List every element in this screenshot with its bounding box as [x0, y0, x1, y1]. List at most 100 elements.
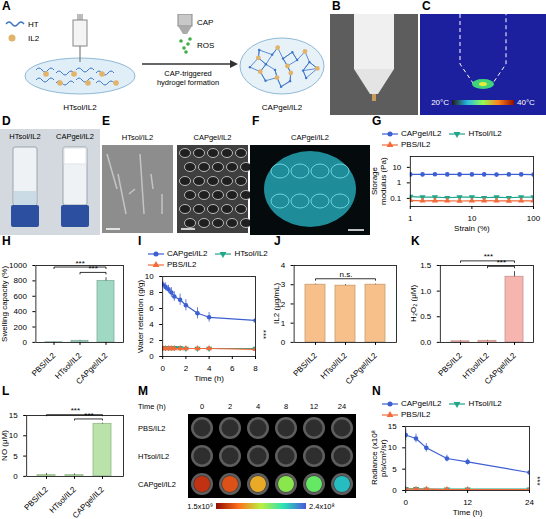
svg-text:10: 10: [145, 272, 154, 281]
svg-text:HTsol/IL2: HTsol/IL2: [63, 103, 97, 112]
svg-text:1: 1: [281, 319, 286, 328]
svg-text:HTsol/IL2: HTsol/IL2: [122, 133, 153, 142]
svg-text:Strain (%): Strain (%): [454, 224, 490, 233]
html-text:A: A: [2, 0, 11, 13]
svg-text:1: 1: [397, 178, 402, 187]
svg-text:2: 2: [149, 336, 154, 345]
svg-text:0: 0: [200, 402, 204, 411]
svg-text:100: 100: [527, 214, 541, 223]
svg-text:PBS/IL2: PBS/IL2: [292, 351, 320, 379]
svg-text:4: 4: [281, 261, 286, 270]
svg-text:CAPgel/IL2: CAPgel/IL2: [344, 351, 379, 386]
html-text:M: M: [138, 384, 148, 398]
svg-text:6: 6: [230, 364, 235, 373]
svg-text:1: 1: [408, 214, 413, 223]
svg-text:CAPgel/IL2: CAPgel/IL2: [74, 351, 109, 386]
html-text:G: G: [372, 114, 382, 128]
html-text:B: B: [332, 0, 341, 13]
svg-text:0: 0: [392, 486, 397, 495]
svg-text:PBS/IL2: PBS/IL2: [436, 351, 464, 379]
svg-text:IL2: IL2: [28, 34, 40, 43]
svg-text:1.5: 1.5: [420, 261, 432, 270]
svg-text:24: 24: [338, 402, 346, 411]
svg-text:HTsol/IL2: HTsol/IL2: [47, 485, 78, 515]
svg-text:10: 10: [388, 443, 397, 452]
svg-text:hydrogel formation: hydrogel formation: [157, 78, 219, 87]
svg-text:0: 0: [22, 338, 27, 347]
svg-text:CAPgel/IL2: CAPgel/IL2: [483, 351, 518, 386]
svg-text:0: 0: [160, 364, 165, 373]
svg-text:2: 2: [228, 402, 232, 411]
svg-text:PBS/IL2: PBS/IL2: [23, 485, 51, 513]
svg-text:0.1: 0.1: [390, 194, 402, 203]
svg-text:15: 15: [9, 411, 18, 420]
svg-text:HT: HT: [28, 20, 39, 29]
svg-text:10: 10: [9, 431, 18, 440]
svg-text:800: 800: [14, 276, 28, 285]
svg-text:Time (h): Time (h): [194, 374, 224, 383]
svg-text:12: 12: [463, 498, 472, 507]
svg-text:0: 0: [149, 352, 154, 361]
html-text:C: C: [422, 0, 431, 13]
svg-text:n.s.: n.s.: [340, 270, 353, 279]
svg-text:CAP: CAP: [197, 18, 213, 27]
svg-text:CAPgel/IL2: CAPgel/IL2: [291, 133, 329, 142]
svg-text:1.0: 1.0: [420, 287, 432, 296]
svg-text:4: 4: [256, 402, 260, 411]
svg-text:2: 2: [184, 364, 189, 373]
svg-text:8: 8: [253, 364, 258, 373]
svg-text:0: 0: [13, 472, 18, 481]
svg-text:10: 10: [467, 214, 476, 223]
svg-text:PBS/IL2: PBS/IL2: [138, 424, 166, 433]
svg-text:12: 12: [310, 402, 318, 411]
svg-text:3: 3: [281, 280, 286, 289]
svg-text:15: 15: [388, 422, 397, 431]
svg-text:0.0: 0.0: [420, 338, 432, 347]
svg-text:CAP-triggered: CAP-triggered: [164, 69, 212, 78]
svg-text:24: 24: [525, 498, 534, 507]
svg-text:600: 600: [14, 292, 28, 301]
svg-text:CAPgel/IL2: CAPgel/IL2: [71, 485, 106, 519]
svg-text:5: 5: [13, 452, 18, 461]
svg-text:PBS/IL2: PBS/IL2: [30, 351, 58, 379]
svg-text:4: 4: [149, 320, 154, 329]
html-text:D: D: [2, 114, 11, 128]
svg-text:HTsol/IL2: HTsol/IL2: [9, 132, 40, 141]
svg-text:ROS: ROS: [197, 41, 214, 50]
svg-text:HTsol/IL2: HTsol/IL2: [53, 351, 84, 381]
svg-text:***: ***: [71, 406, 80, 415]
svg-text:CAPgel/IL2: CAPgel/IL2: [138, 480, 176, 489]
html-text:CAPgel/IL2: CAPgel/IL2: [401, 129, 442, 138]
svg-text:400: 400: [14, 307, 28, 316]
svg-text:5: 5: [392, 465, 397, 474]
svg-text:CAPgel/IL2: CAPgel/IL2: [194, 133, 232, 142]
svg-text:10: 10: [392, 163, 401, 172]
svg-text:HTsol/IL2: HTsol/IL2: [138, 452, 169, 461]
svg-text:***: ***: [75, 259, 84, 268]
svg-text:20°C: 20°C: [431, 98, 449, 107]
html-text:Storage modulus (Pa): Storage modulus (Pa): [370, 157, 388, 205]
html-text:Radiance (x10⁸ p/s/cm²/sr): Radiance (x10⁸ p/s/cm²/sr): [370, 430, 388, 486]
svg-text:0: 0: [281, 338, 286, 347]
svg-text:6: 6: [149, 304, 154, 313]
svg-text:0.5: 0.5: [420, 312, 432, 321]
svg-text:1.5x10⁹: 1.5x10⁹: [187, 502, 213, 511]
svg-text:8: 8: [149, 288, 154, 297]
svg-text:Time (h): Time (h): [453, 508, 483, 517]
svg-text:***: ***: [484, 252, 493, 261]
svg-text:4: 4: [207, 364, 212, 373]
svg-text:CAPgel/IL2: CAPgel/IL2: [262, 103, 303, 112]
svg-text:200: 200: [14, 323, 28, 332]
svg-text:2: 2: [281, 300, 286, 309]
svg-text:***: ***: [533, 476, 542, 485]
svg-text:CAPgel/IL2: CAPgel/IL2: [56, 132, 94, 141]
svg-text:Time (h): Time (h): [138, 402, 166, 411]
svg-text:40°C: 40°C: [517, 98, 535, 107]
svg-text:2.4x10⁸: 2.4x10⁸: [309, 502, 335, 511]
svg-text:HTsol/IL2: HTsol/IL2: [460, 351, 491, 381]
svg-text:1000: 1000: [9, 261, 27, 270]
svg-text:8: 8: [284, 402, 288, 411]
svg-text:HTsol/IL2: HTsol/IL2: [319, 351, 349, 381]
svg-text:***: ***: [259, 330, 268, 339]
svg-text:0: 0: [403, 498, 408, 507]
